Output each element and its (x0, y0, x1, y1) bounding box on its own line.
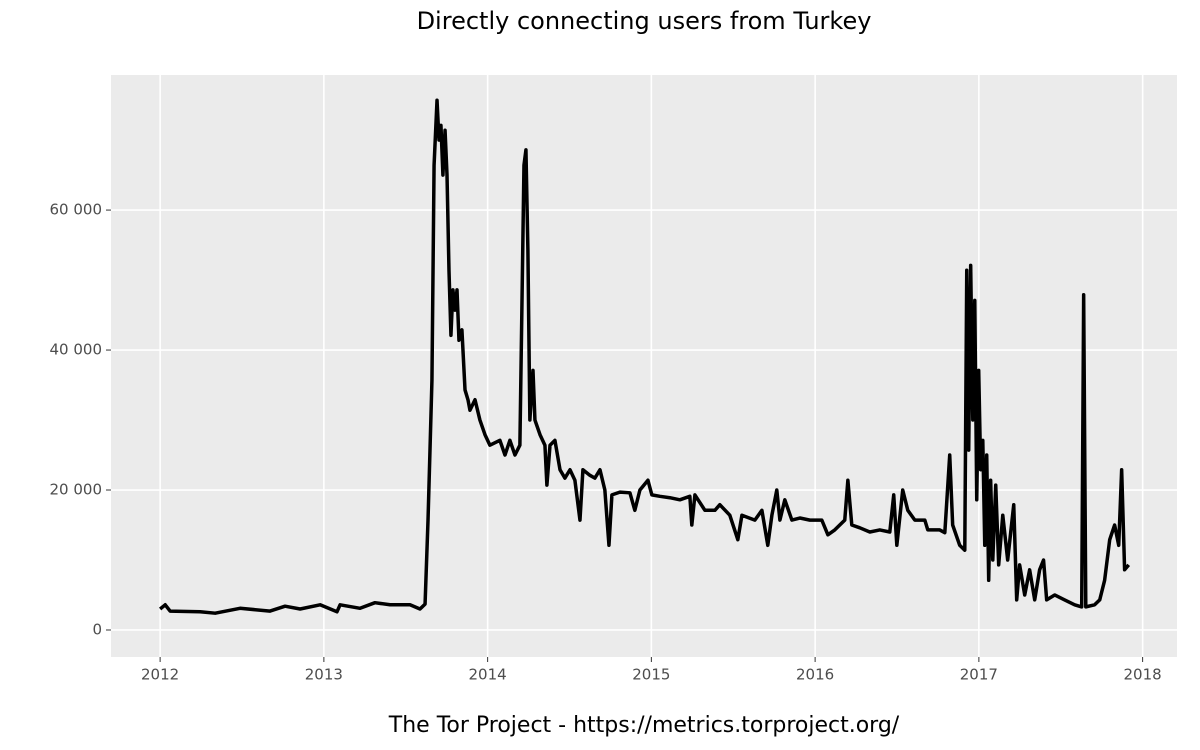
chart-title: Directly connecting users from Turkey (417, 7, 872, 35)
y-tick-label: 0 (92, 620, 102, 638)
caption: The Tor Project - https://metrics.torpro… (388, 713, 900, 738)
y-tick-label: 40 000 (50, 341, 103, 359)
y-tick-label: 60 000 (50, 201, 103, 219)
x-tick-label: 2015 (632, 666, 670, 684)
x-tick-label: 2018 (1124, 666, 1162, 684)
y-tick-label: 20 000 (50, 481, 103, 499)
line-series (159, 98, 1131, 615)
x-tick-label: 2013 (305, 666, 343, 684)
x-tick-label: 2014 (469, 666, 507, 684)
x-tick-label: 2017 (960, 666, 998, 684)
x-tick-label: 2016 (796, 666, 834, 684)
x-tick-label: 2012 (141, 666, 179, 684)
